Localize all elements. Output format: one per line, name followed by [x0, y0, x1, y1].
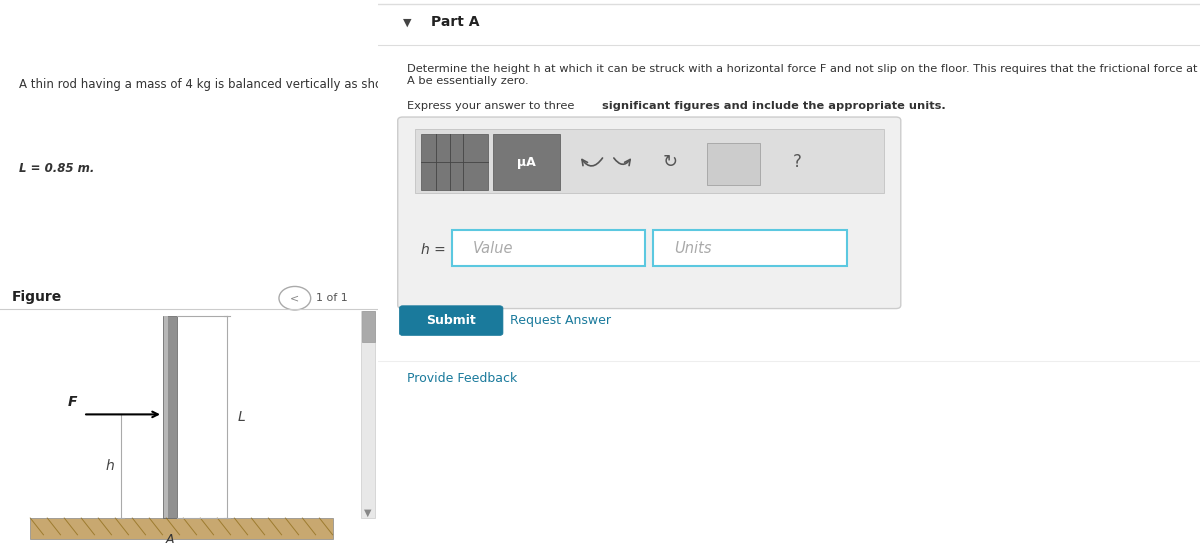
Text: significant figures and include the appropriate units.: significant figures and include the appr…: [601, 101, 946, 111]
Text: µA: µA: [517, 156, 536, 169]
Text: A thin rod having a mass of 4 kg is balanced vertically as shown in (Figure 1). : A thin rod having a mass of 4 kg is bala…: [19, 78, 508, 91]
Text: Express your answer to three: Express your answer to three: [407, 101, 577, 111]
Text: ?: ?: [793, 153, 802, 171]
Bar: [30, 518, 332, 539]
Bar: [361, 311, 376, 518]
Text: ↻: ↻: [662, 153, 677, 171]
Bar: [653, 230, 846, 266]
Text: h: h: [106, 459, 115, 473]
Bar: [415, 129, 883, 193]
Text: Value: Value: [473, 241, 514, 255]
Bar: [164, 316, 168, 518]
Text: Provide Feedback: Provide Feedback: [407, 371, 517, 385]
Text: Determine the height h at which it can be struck with a horizontal force F and n: Determine the height h at which it can b…: [407, 64, 1198, 86]
Text: L: L: [238, 410, 245, 424]
FancyBboxPatch shape: [397, 117, 901, 309]
Text: ▼: ▼: [402, 17, 412, 27]
Text: 1 of 1: 1 of 1: [316, 293, 347, 303]
Text: h =: h =: [421, 243, 445, 258]
Text: F: F: [68, 395, 78, 409]
Bar: [163, 316, 178, 518]
Bar: [452, 230, 646, 266]
Text: Request Answer: Request Answer: [510, 314, 611, 327]
Text: L = 0.85 m.: L = 0.85 m.: [19, 162, 95, 175]
Text: Part A: Part A: [432, 15, 480, 29]
Bar: [421, 134, 488, 190]
Text: Units: Units: [674, 241, 712, 255]
Text: ▼: ▼: [365, 507, 372, 517]
Text: Figure: Figure: [11, 290, 61, 304]
Text: Submit: Submit: [426, 314, 476, 327]
Text: <: <: [290, 293, 300, 303]
Bar: [361, 311, 374, 342]
FancyBboxPatch shape: [400, 306, 503, 335]
Text: A: A: [166, 533, 174, 547]
Bar: [493, 134, 560, 190]
Bar: [707, 143, 761, 185]
